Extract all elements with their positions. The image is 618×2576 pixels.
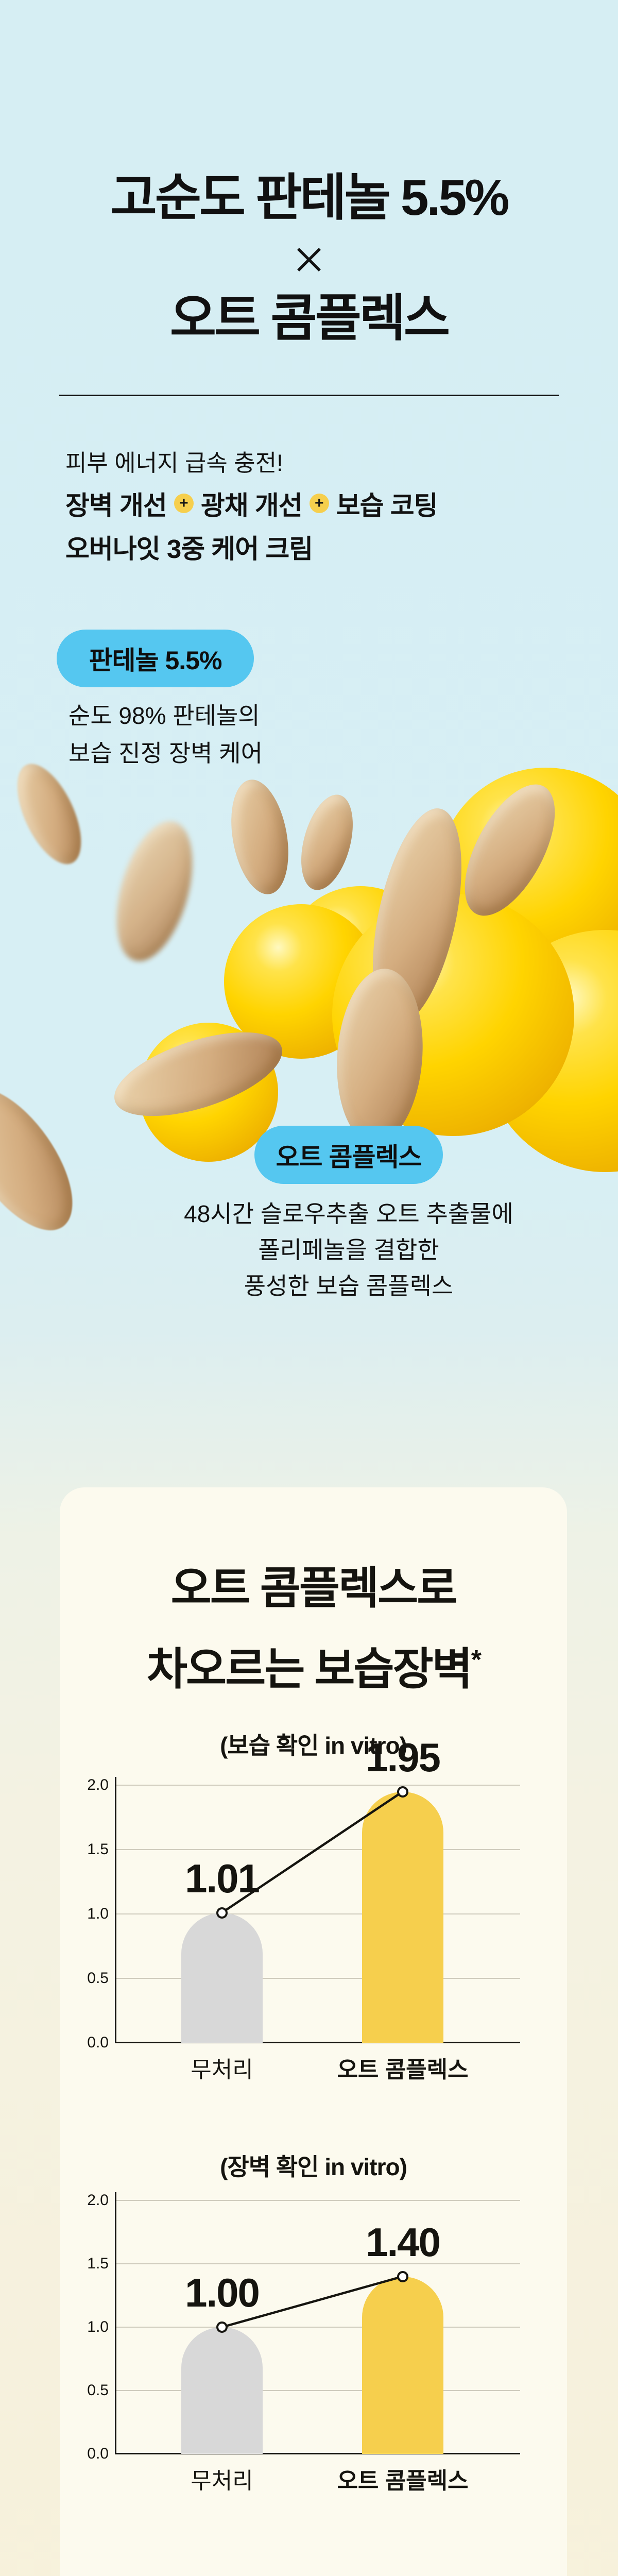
data-point-marker — [397, 1786, 408, 1798]
chart-moisture: 0.0 0.5 1.0 1.5 2.0 1.01 무처리 1.95 오트 콤플렉스 — [87, 1737, 520, 2082]
benefit-moisture: 보습 코팅 — [336, 491, 438, 520]
header-divider — [59, 395, 559, 396]
gridline — [116, 2390, 520, 2391]
oat-grain-image — [291, 789, 363, 896]
value-label: 1.95 — [366, 1734, 441, 1780]
benefit-radiance: 광채 개선 — [200, 491, 303, 520]
oat-desc-line1: 48시간 슬로우추출 오트 추출물에 — [184, 1200, 513, 1227]
oat-desc-line2: 폴리페놀을 결합한 — [258, 1236, 439, 1263]
category-label: 오트 콤플렉스 — [337, 2468, 469, 2494]
oat-grain-image — [0, 1069, 95, 1249]
data-point-marker — [216, 1907, 228, 1919]
oat-grain-image — [4, 754, 94, 874]
category-label: 무처리 — [191, 2057, 253, 2082]
y-tick-label: 0.0 — [87, 2034, 109, 2051]
bar-treated — [362, 2276, 443, 2454]
oat-blob-illustration — [0, 747, 618, 1334]
data-point-marker — [216, 2321, 228, 2333]
oat-grain-image — [223, 775, 297, 899]
bar-untreated — [181, 1912, 263, 2043]
y-tick-label: 2.0 — [87, 2192, 109, 2209]
plus-icon: + — [174, 494, 194, 513]
oat-complex-badge: 오트 콤플렉스 — [254, 1126, 443, 1184]
value-label: 1.00 — [185, 2270, 260, 2315]
panthenol-badge: 판테놀 5.5% — [57, 630, 254, 687]
gridline — [116, 2327, 520, 2328]
y-axis-line — [115, 2192, 116, 2454]
x-axis-baseline — [115, 2453, 520, 2454]
oat-grain-image — [102, 812, 207, 970]
page-title-line2: 오트 콤플렉스 — [169, 290, 450, 346]
y-tick-label: 0.5 — [87, 1970, 109, 1987]
oat-desc-line3: 풍성한 보습 콤플렉스 — [244, 1273, 454, 1299]
gridline — [116, 1913, 520, 1914]
gridline — [116, 1978, 520, 1979]
card-title-asterisk: * — [471, 1645, 482, 1675]
plus-icon: + — [309, 494, 329, 513]
value-label: 1.01 — [185, 1855, 260, 1901]
bar-treated — [362, 1791, 443, 2043]
benefit-barrier: 장벽 개선 — [65, 491, 167, 520]
intro-benefits-row: 장벽 개선 + 광채 개선 + 보습 코팅 — [65, 484, 438, 522]
card-title-line2-text: 차오르는 보습장벽 — [146, 1645, 473, 1694]
y-tick-label: 1.0 — [87, 1905, 109, 1922]
y-tick-label: 0.5 — [87, 2382, 109, 2399]
panthenol-desc-line1: 순도 98% 판테놀의 — [68, 702, 260, 729]
y-tick-label: 2.0 — [87, 1776, 109, 1793]
intro-line3: 오버나잇 3중 케어 크림 — [65, 534, 313, 564]
y-tick-label: 1.5 — [87, 1841, 109, 1858]
x-separator-icon — [297, 248, 321, 272]
intro-line1: 피부 에너지 급속 충전! — [65, 450, 283, 476]
chart-title-moisture: (보습 확인 in vitro) — [220, 1732, 407, 1759]
data-point-marker — [397, 2270, 408, 2282]
gridline — [116, 1785, 520, 1786]
bar-untreated — [181, 2327, 263, 2454]
page-title-line1: 고순도 판테놀 5.5% — [110, 169, 510, 226]
chart-barrier: 0.0 0.5 1.0 1.5 2.0 1.00 무처리 1.40 오트 콤플렉스 — [87, 2192, 520, 2494]
chart-title-barrier: (장벽 확인 in vitro) — [220, 2154, 407, 2180]
connector-line — [221, 1790, 404, 1914]
category-label: 무처리 — [191, 2468, 253, 2494]
y-tick-label: 0.0 — [87, 2445, 109, 2462]
results-card — [60, 1487, 567, 2576]
category-label: 오트 콤플렉스 — [337, 2057, 469, 2082]
connector-line — [221, 2275, 403, 2329]
y-tick-label: 1.0 — [87, 2318, 109, 2335]
panthenol-desc-line2: 보습 진정 장벽 케어 — [68, 740, 263, 767]
gridline — [116, 2263, 520, 2264]
value-label: 1.40 — [366, 2219, 441, 2265]
x-axis-baseline — [115, 2042, 520, 2043]
y-axis-line — [115, 1777, 116, 2043]
y-tick-label: 1.5 — [87, 2255, 109, 2272]
card-title-line1: 오트 콤플렉스로 — [170, 1564, 458, 1613]
gridline — [116, 2200, 520, 2201]
card-title-line2: 차오르는 보습장벽* — [60, 1647, 567, 1691]
